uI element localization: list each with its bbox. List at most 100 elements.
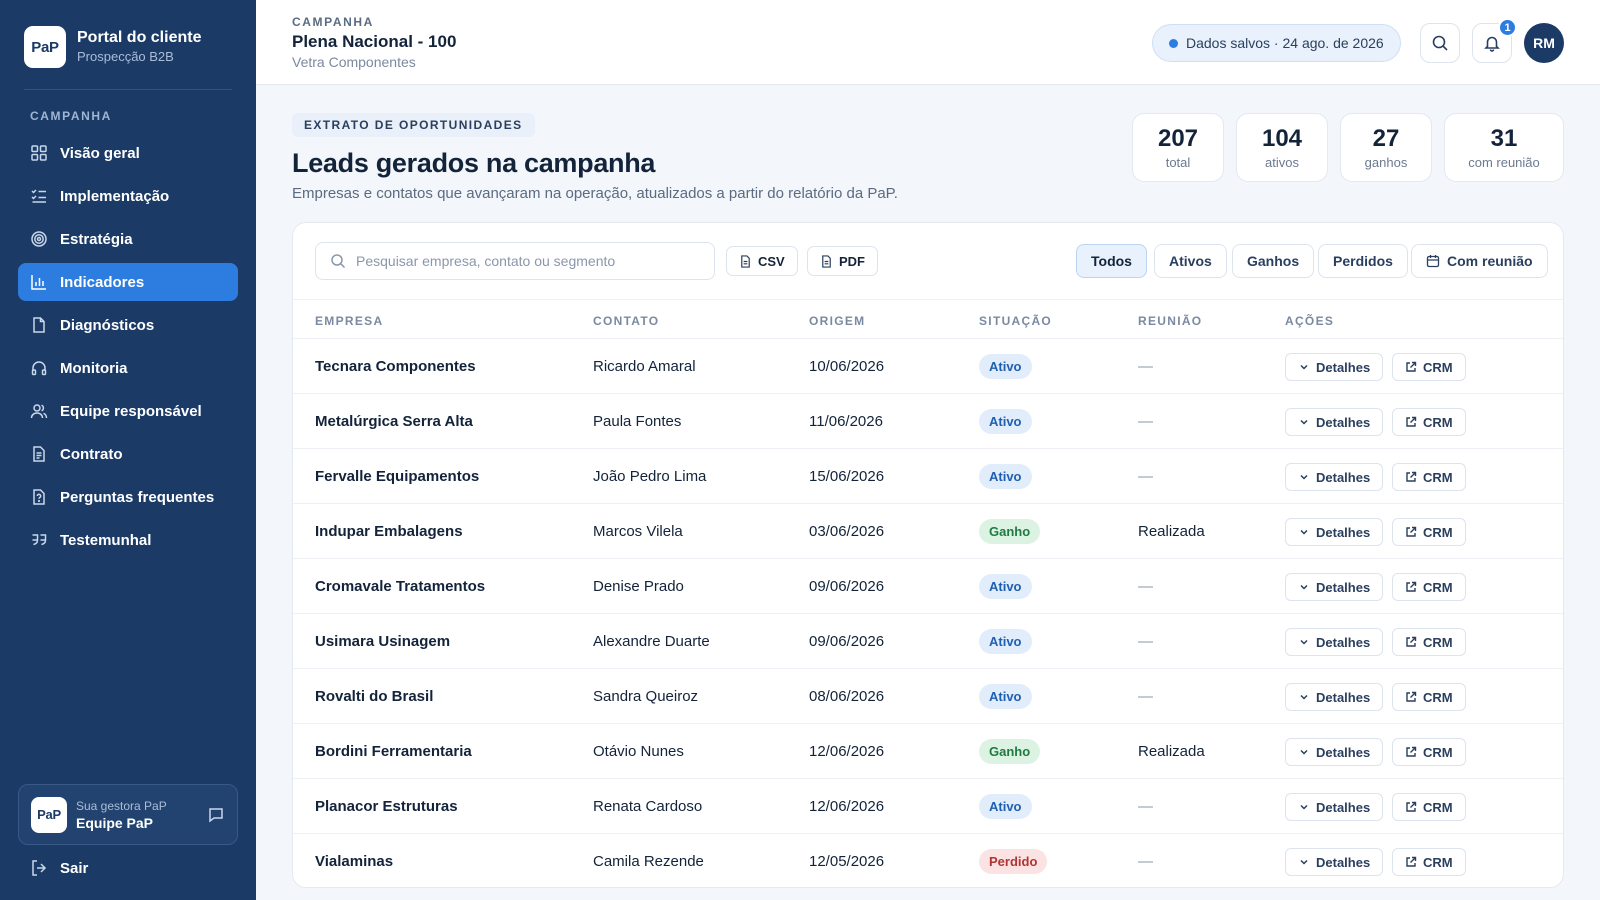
details-button[interactable]: Detalhes [1285,518,1384,546]
chevron-down-icon [1300,694,1308,700]
details-button[interactable]: Detalhes [1285,408,1384,436]
sidebar-item-perguntas[interactable]: Perguntas frequentes [18,478,238,516]
external-link-icon [1406,801,1417,812]
external-link-icon [1406,416,1417,427]
details-button[interactable]: Detalhes [1285,353,1384,381]
filter-com-reuniao[interactable]: Com reunião [1411,244,1548,278]
origin-date: 09/06/2026 [809,633,885,650]
table-row[interactable]: Fervalle Equipamentos João Pedro Lima 15… [293,449,1563,504]
export-csv-button[interactable]: CSV [726,246,798,276]
crm-button[interactable]: CRM [1392,518,1466,546]
table-row[interactable]: Rovalti do Brasil Sandra Queiroz 08/06/2… [293,669,1563,724]
origin-date: 12/05/2026 [809,853,885,870]
crm-button[interactable]: CRM [1392,793,1466,821]
details-button[interactable]: Detalhes [1285,738,1384,766]
crm-button[interactable]: CRM [1392,573,1466,601]
manager-name: Equipe PaP [76,814,154,831]
details-button[interactable]: Detalhes [1285,463,1384,491]
checklist-icon [31,189,46,203]
company-name: Metalúrgica Serra Alta [315,413,473,430]
table-row[interactable]: Planacor Estruturas Renata Cardoso 12/06… [293,779,1563,834]
table-row[interactable]: Indupar Embalagens Marcos Vilela 03/06/2… [293,504,1563,559]
table-row[interactable]: Cromavale Tratamentos Denise Prado 09/06… [293,559,1563,614]
status-badge: Perdido [979,849,1048,874]
origin-date: 10/06/2026 [809,358,885,375]
brand[interactable]: PaP Portal do cliente Prospecção B2B [24,26,201,68]
manager-card[interactable]: PaP Sua gestora PaP Equipe PaP [18,784,238,845]
meeting-status: — [1138,688,1153,705]
search-button[interactable] [1420,23,1460,63]
column-origem[interactable]: ORIGEM [809,314,866,328]
crm-label: CRM [1423,799,1453,815]
status-badge: Ativo [979,409,1032,434]
notifications-button[interactable]: 1 [1472,18,1517,63]
column-empresa[interactable]: EMPRESA [315,314,384,328]
section-eyebrow: EXTRATO DE OPORTUNIDADES [292,113,535,137]
filter-todos[interactable]: Todos [1076,244,1147,278]
stat-value: 104 [1261,125,1303,152]
table-row[interactable]: Bordini Ferramentaria Otávio Nunes 12/06… [293,724,1563,779]
crm-button[interactable]: CRM [1392,683,1466,711]
sidebar-item-equipe[interactable]: Equipe responsável [18,392,238,430]
details-button[interactable]: Detalhes [1285,573,1384,601]
table-row[interactable]: Usimara Usinagem Alexandre Duarte 09/06/… [293,614,1563,669]
status-badge: Ganho [979,739,1041,764]
table-row[interactable]: Metalúrgica Serra Alta Paula Fontes 11/0… [293,394,1563,449]
status-badge: Ativo [979,574,1032,599]
company-name: Indupar Embalagens [315,523,463,540]
crm-button[interactable]: CRM [1392,848,1466,876]
sidebar-item-estrategia[interactable]: Estratégia [18,220,238,258]
column-situacao[interactable]: SITUAÇÃO [979,314,1053,328]
external-link-icon [1406,691,1417,702]
sidebar-item-visao-geral[interactable]: Visão geral [18,134,238,172]
avatar[interactable]: RM [1524,23,1564,63]
sidebar-item-implementacao[interactable]: Implementação [18,177,238,215]
table-row[interactable]: Vialaminas Camila Rezende 12/05/2026 Per… [293,834,1563,887]
crm-button[interactable]: CRM [1392,738,1466,766]
chevron-down-icon [1300,364,1308,370]
chat-icon[interactable] [207,806,225,824]
filter-ganhos[interactable]: Ganhos [1232,244,1315,278]
filter-label: Todos [1091,253,1132,269]
sidebar: PaP Portal do cliente Prospecção B2B CAM… [0,0,256,900]
company-name: Fervalle Equipamentos [315,468,480,485]
sidebar-item-label: Perguntas frequentes [60,488,215,506]
external-link-icon [1406,361,1417,372]
search-input[interactable]: Pesquisar empresa, contato ou segmento [315,242,715,280]
export-pdf-button[interactable]: PDF [807,246,878,276]
details-button[interactable]: Detalhes [1285,628,1384,656]
sidebar-item-contrato[interactable]: Contrato [18,435,238,473]
sidebar-item-monitoria[interactable]: Monitoria [18,349,238,387]
crm-button[interactable]: CRM [1392,628,1466,656]
crm-label: CRM [1423,689,1453,705]
stat-value: 207 [1157,125,1199,152]
contact-name: Otávio Nunes [593,743,684,760]
sidebar-item-indicadores[interactable]: Indicadores [18,263,238,301]
column-contato[interactable]: CONTATO [593,314,660,328]
filter-perdidos[interactable]: Perdidos [1318,244,1408,278]
filter-label: Ganhos [1247,253,1300,269]
details-label: Detalhes [1316,689,1371,705]
sidebar-divider [24,89,232,90]
sidebar-item-label: Estratégia [60,230,133,248]
crm-button[interactable]: CRM [1392,353,1466,381]
details-button[interactable]: Detalhes [1285,793,1384,821]
sidebar-item-label: Diagnósticos [60,316,155,334]
sidebar-item-testemunhal[interactable]: Testemunhal [18,521,238,559]
crm-button[interactable]: CRM [1392,408,1466,436]
details-label: Detalhes [1316,414,1371,430]
column-reuniao[interactable]: REUNIÃO [1138,314,1203,328]
sidebar-item-diagnosticos[interactable]: Diagnósticos [18,306,238,344]
details-button[interactable]: Detalhes [1285,848,1384,876]
bar-chart-icon [31,275,46,290]
details-label: Detalhes [1316,524,1371,540]
crm-label: CRM [1423,524,1453,540]
crm-button[interactable]: CRM [1392,463,1466,491]
filter-ativos[interactable]: Ativos [1154,244,1227,278]
details-button[interactable]: Detalhes [1285,683,1384,711]
stat-total: 207 total [1132,113,1224,182]
logout-button[interactable]: Sair [30,859,88,877]
table-row[interactable]: Tecnara Componentes Ricardo Amaral 10/06… [293,339,1563,394]
target-icon [31,231,47,247]
status-badge: Ganho [979,519,1041,544]
